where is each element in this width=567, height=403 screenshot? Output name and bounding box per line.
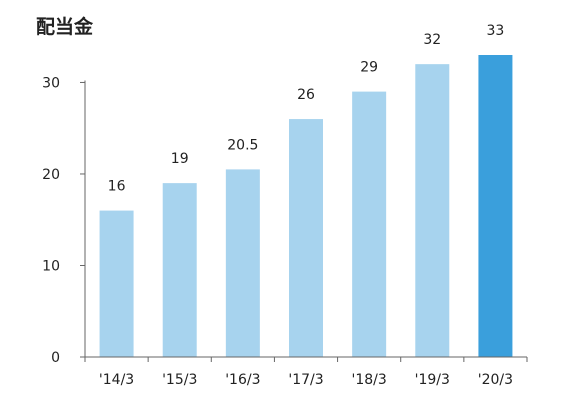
bars-group bbox=[99, 55, 513, 357]
x-tick-label: '17/3 bbox=[288, 372, 323, 388]
axes-group bbox=[80, 80, 527, 362]
data-label: 32 bbox=[423, 32, 441, 48]
x-tick-label: '14/3 bbox=[99, 372, 134, 388]
data-label: 26 bbox=[297, 87, 315, 103]
y-ticks-group: 0 10 20 30 bbox=[42, 75, 85, 366]
bar bbox=[162, 183, 197, 357]
x-tick-label: '15/3 bbox=[162, 372, 197, 388]
bar bbox=[225, 169, 260, 357]
y-tick-label: 20 bbox=[42, 167, 60, 183]
bar bbox=[289, 119, 323, 357]
data-label: 29 bbox=[360, 60, 378, 76]
x-tick-label: '20/3 bbox=[478, 372, 513, 388]
bar bbox=[352, 91, 387, 357]
y-tick-label: 0 bbox=[51, 350, 60, 366]
bar bbox=[478, 55, 513, 357]
data-label: 20.5 bbox=[227, 137, 258, 153]
x-ticks-group: '14/3 '15/3 '16/3 '17/3 '18/3 '19/3 '20/3 bbox=[99, 357, 528, 388]
y-tick-label: 10 bbox=[42, 258, 60, 274]
bar bbox=[99, 210, 134, 357]
x-tick-label: '18/3 bbox=[351, 372, 386, 388]
x-tick-label: '16/3 bbox=[225, 372, 260, 388]
data-labels-group: 16 19 20.5 26 29 32 33 bbox=[108, 23, 505, 195]
chart-title: 配当金 bbox=[36, 16, 94, 38]
data-label: 19 bbox=[171, 151, 189, 167]
y-tick-label: 30 bbox=[42, 75, 60, 91]
x-tick-label: '19/3 bbox=[415, 372, 450, 388]
bar bbox=[415, 64, 450, 357]
data-label: 16 bbox=[108, 179, 126, 195]
data-label: 33 bbox=[487, 23, 505, 39]
